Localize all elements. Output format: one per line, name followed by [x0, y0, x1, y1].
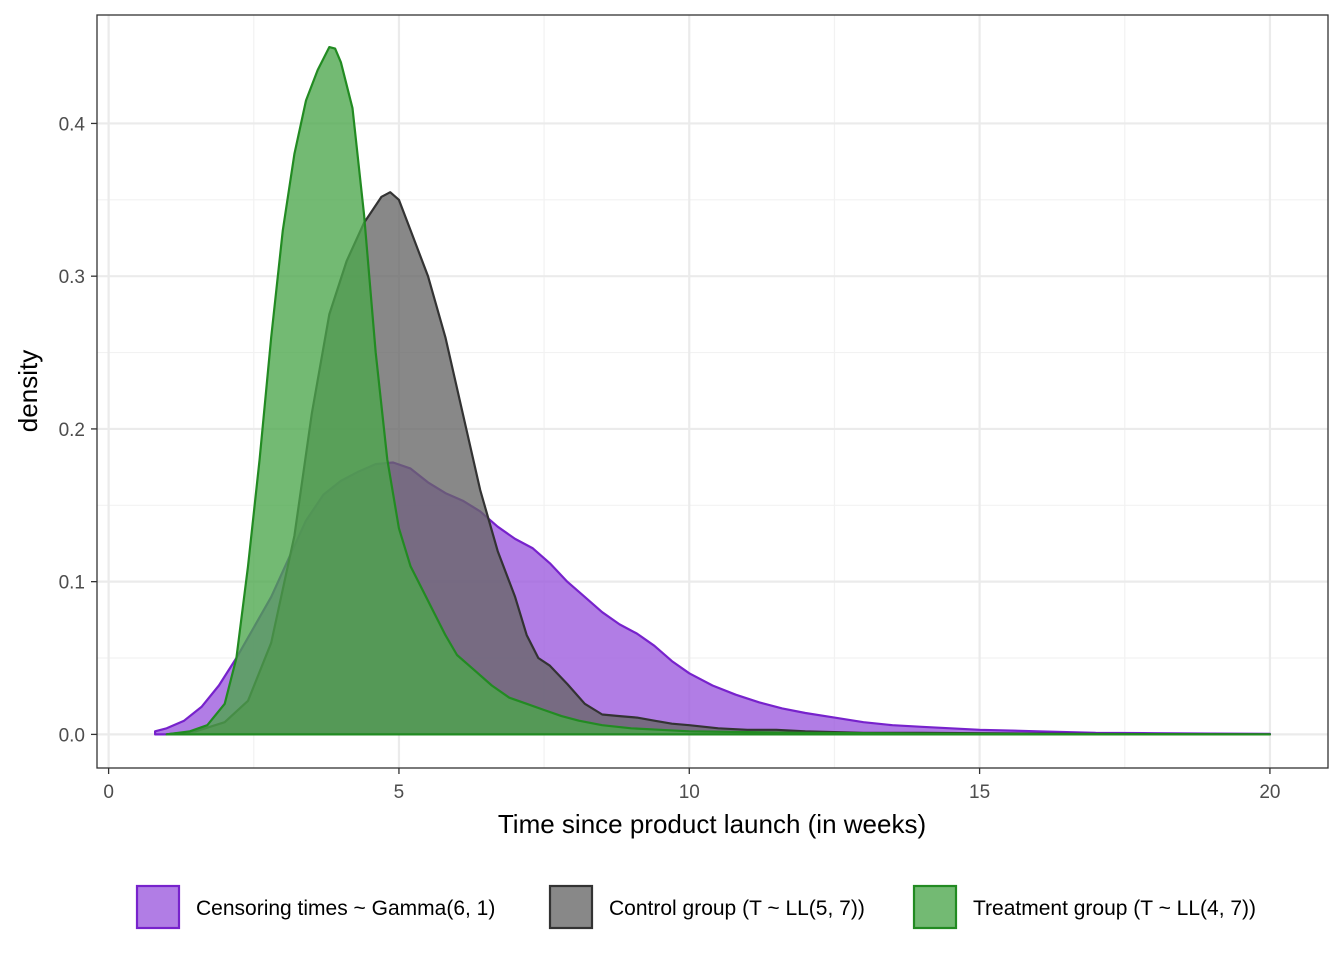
y-tick-label: 0.0 [59, 725, 85, 746]
plot-border [96, 14, 1329, 769]
legend: Censoring times ~ Gamma(6, 1) Control gro… [135, 884, 1256, 930]
x-tick-label: 0 [103, 782, 114, 803]
x-tick-label: 20 [1259, 782, 1280, 803]
legend-key [548, 884, 594, 930]
y-tick-label: 0.3 [59, 267, 85, 288]
legend-label: Treatment group (T ~ LL(4, 7)) [973, 897, 1256, 920]
y-tick-label: 0.4 [59, 114, 86, 135]
legend-item-1: Censoring times ~ Gamma(6, 1) [135, 884, 495, 930]
y-axis: 0.0 0.1 0.2 0.3 0.4 [59, 114, 97, 746]
legend-label: Control group (T ~ LL(5, 7)) [609, 897, 865, 920]
x-tick-label: 5 [394, 782, 405, 803]
legend-key [912, 884, 958, 930]
density-area-series-3 [165, 46, 1271, 736]
x-tick-label: 15 [969, 782, 990, 803]
x-axis: 0 5 10 15 20 [103, 768, 1281, 803]
legend-label: Censoring times ~ Gamma(6, 1) [196, 897, 495, 920]
legend-item-3: Treatment group (T ~ LL(4, 7)) [912, 884, 1256, 930]
y-tick-label: 0.2 [59, 420, 85, 441]
x-tick-label: 10 [679, 782, 700, 803]
density-areas [154, 46, 1271, 736]
legend-key [135, 884, 181, 930]
x-axis-title: Time since product launch (in weeks) [498, 809, 926, 839]
y-tick-label: 0.1 [59, 573, 85, 594]
legend-item-2: Control group (T ~ LL(5, 7)) [548, 884, 865, 930]
y-axis-title: density [13, 350, 43, 432]
